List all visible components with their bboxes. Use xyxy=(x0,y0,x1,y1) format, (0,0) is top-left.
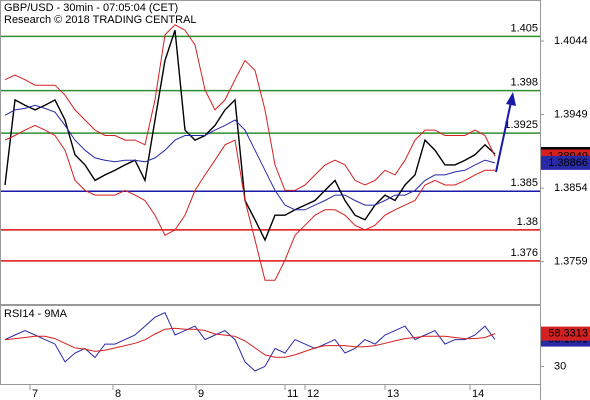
x-tick-label: 11 xyxy=(287,388,298,400)
level-label: 1.3925 xyxy=(504,119,538,131)
rsi-title: RSI14 - 9MA xyxy=(4,308,68,320)
level-label: 1.398 xyxy=(510,76,538,88)
y-tick-label: 1.4044 xyxy=(554,35,588,47)
level-label: 1.385 xyxy=(510,177,538,189)
arrow-head xyxy=(506,92,516,106)
series-line xyxy=(4,327,496,358)
series-line xyxy=(4,24,496,191)
y-tick-label: 1.3759 xyxy=(554,256,588,268)
chart-subtitle: Research © 2018 TRADING CENTRAL xyxy=(4,14,197,26)
forecast-arrow xyxy=(495,92,516,173)
level-label: 1.38 xyxy=(517,216,538,228)
series-line xyxy=(4,104,496,211)
arrow-shaft xyxy=(495,101,512,173)
x-tick-label: 9 xyxy=(198,388,204,400)
x-tick-label: 14 xyxy=(472,388,484,400)
level-label: 1.376 xyxy=(510,247,538,259)
chart-title: GBP/USD - 30min - 07:05:04 (CET) xyxy=(4,2,178,14)
x-tick-label: 8 xyxy=(115,388,121,400)
y-tick-label: 30 xyxy=(554,360,566,372)
x-tick-label: 13 xyxy=(387,388,399,400)
x-tick-label: 7 xyxy=(32,388,38,400)
y-tick-label: 1.3854 xyxy=(554,182,588,194)
last-value-label: 1.38866 xyxy=(548,157,588,169)
series-line xyxy=(4,29,496,242)
last-value-box xyxy=(541,155,590,170)
level-label: 1.405 xyxy=(510,22,538,34)
y-tick-label: 1.3949 xyxy=(554,108,588,120)
last-value-label: 58.3313 xyxy=(548,328,588,340)
last-value-box xyxy=(541,326,590,341)
x-tick-label: 12 xyxy=(307,388,319,400)
series-line xyxy=(4,124,495,281)
